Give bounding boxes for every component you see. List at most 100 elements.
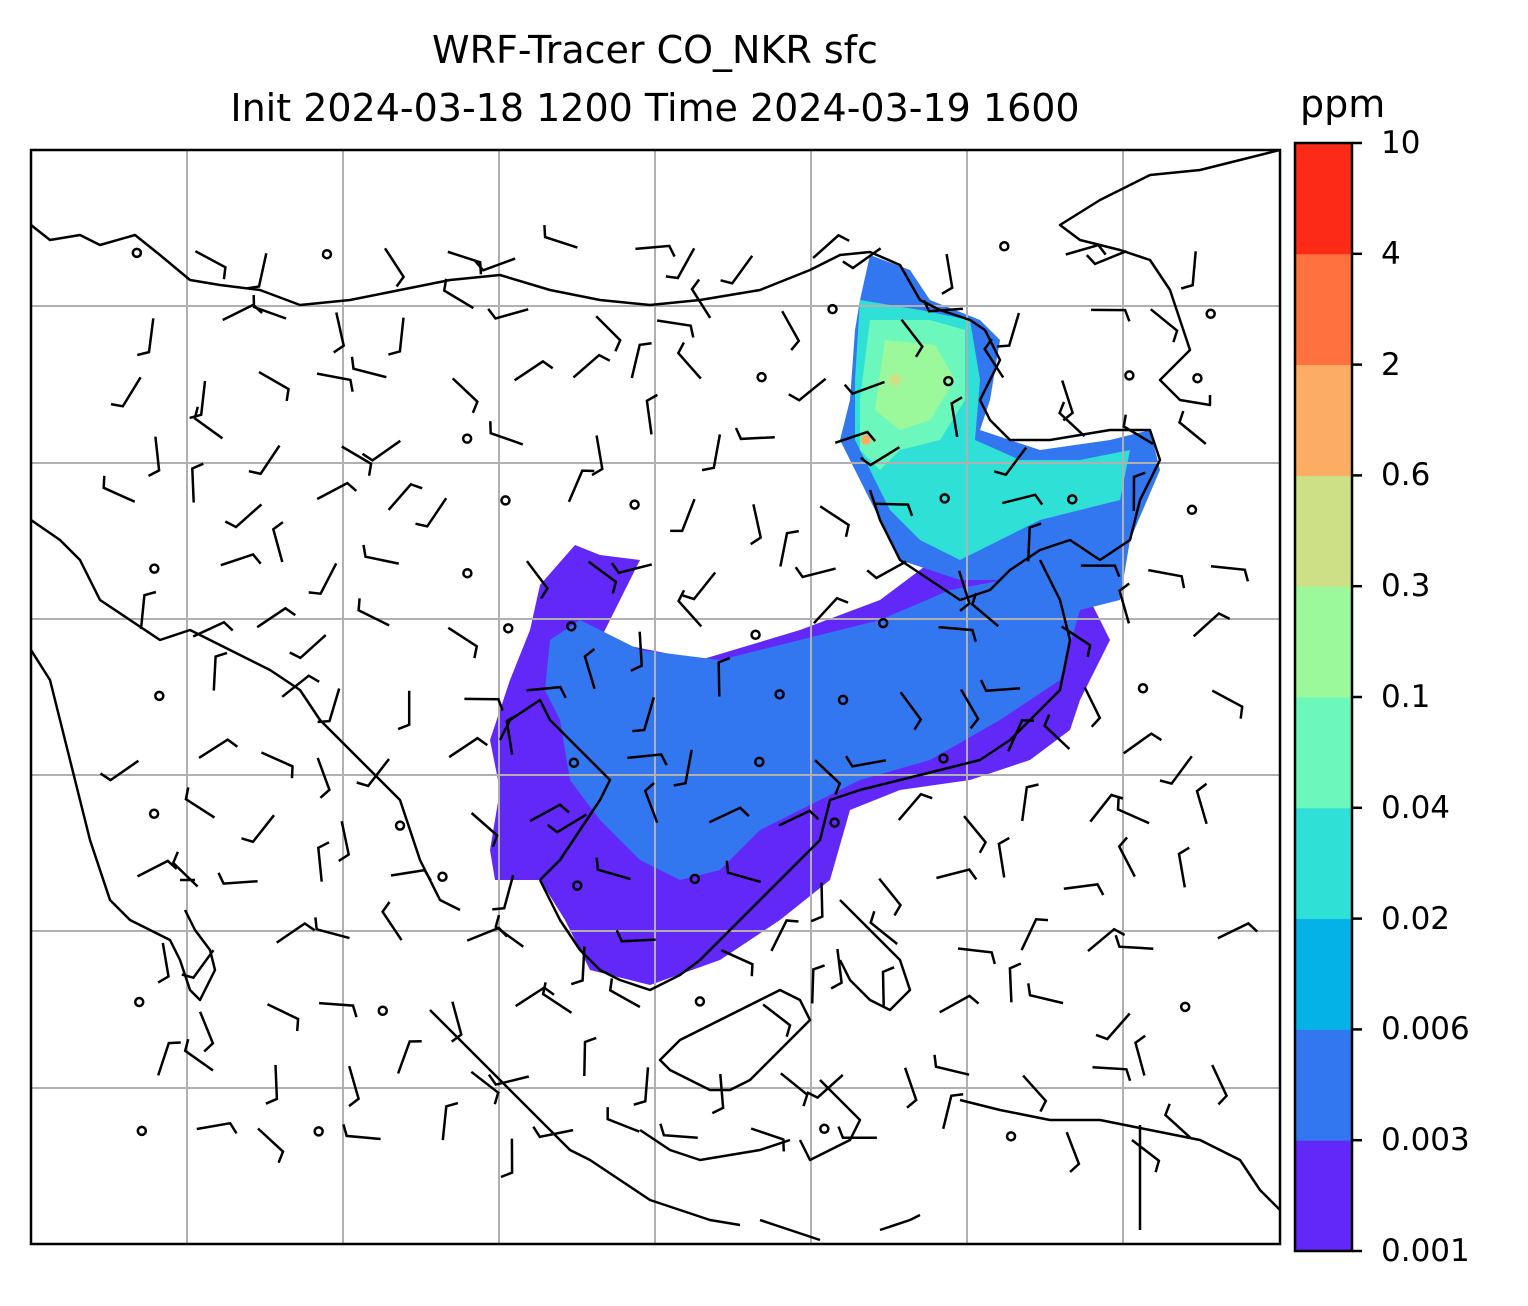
wind-barb <box>513 359 554 382</box>
wind-barb <box>1063 883 1105 896</box>
wind-barb <box>1058 401 1086 438</box>
wind-barb <box>708 806 750 824</box>
wind-barb <box>794 566 836 579</box>
wind-barb <box>1131 1139 1161 1173</box>
wind-barb <box>342 1124 381 1141</box>
wind-barb <box>1177 846 1190 888</box>
wind-barb <box>583 648 596 690</box>
calm-wind-marker <box>1124 370 1135 381</box>
wind-barb <box>1148 568 1186 589</box>
wind-barb <box>677 589 703 628</box>
wind-barb <box>997 312 1021 348</box>
wind-barb <box>184 787 216 819</box>
wind-barb <box>464 697 504 711</box>
calm-wind-marker <box>754 756 765 768</box>
calm-wind-marker <box>774 689 785 700</box>
wind-barb <box>1089 793 1124 823</box>
wind-barb <box>500 1138 514 1179</box>
wind-barb <box>102 475 136 503</box>
wind-barb <box>316 372 354 392</box>
wind-barb <box>193 406 224 440</box>
wind-barb <box>959 688 980 730</box>
wind-barb <box>1122 414 1154 445</box>
wind-barb <box>781 310 801 351</box>
wind-barb <box>1061 380 1075 422</box>
wind-barb <box>1180 251 1197 290</box>
wind-barb <box>316 841 330 882</box>
wind-barb <box>181 949 215 980</box>
calm-wind-marker <box>1066 494 1078 505</box>
tracer-plume-north-peak <box>875 340 955 430</box>
wind-barb <box>1132 471 1146 511</box>
wind-barb <box>289 634 327 660</box>
calm-wind-marker <box>148 808 160 819</box>
wind-barb <box>387 482 423 511</box>
calm-wind-marker <box>694 996 706 1007</box>
wind-barb <box>1083 686 1102 728</box>
wind-barb <box>941 253 954 295</box>
wind-barb <box>788 377 827 402</box>
wind-barb <box>356 758 390 788</box>
wind-barb <box>136 859 178 878</box>
wind-barb <box>1134 1034 1146 1076</box>
wind-barb <box>1026 522 1042 562</box>
wind-barb <box>196 1121 238 1135</box>
wind-barb <box>1122 732 1163 755</box>
wind-barb <box>659 1123 698 1139</box>
calm-wind-marker <box>938 753 949 764</box>
wind-barb <box>860 446 901 467</box>
wind-barb <box>266 1003 300 1032</box>
wind-barb <box>257 1127 285 1164</box>
wind-barb <box>633 1067 650 1106</box>
calm-wind-marker <box>1005 1131 1017 1142</box>
wind-barb <box>812 233 850 259</box>
wind-barb <box>606 1107 640 1133</box>
tracer-plume-core <box>545 575 1080 880</box>
wind-barb <box>615 929 656 943</box>
tracer-hotspot-2 <box>861 435 871 445</box>
wind-barb <box>1061 625 1092 658</box>
wind-barb <box>271 521 284 563</box>
wind-barb <box>489 421 524 446</box>
wind-barb <box>171 851 199 888</box>
wind-barb <box>1163 1103 1192 1139</box>
wind-barb <box>830 948 843 990</box>
wind-barb <box>157 942 170 984</box>
calm-wind-marker <box>154 690 165 702</box>
wind-barb <box>350 356 387 379</box>
wind-barb <box>610 562 653 575</box>
wind-barb <box>361 439 402 462</box>
wind-barb <box>470 1070 500 1105</box>
colorbar-tick-label: 2 <box>1381 346 1401 383</box>
wind-barb <box>717 656 731 697</box>
wind-barb <box>543 225 578 249</box>
wind-barb <box>258 371 290 402</box>
wind-barb <box>591 435 604 477</box>
colorbar-tick-label: 0.02 <box>1381 900 1451 937</box>
calm-wind-marker <box>377 1005 389 1016</box>
wind-barb <box>780 1072 809 1107</box>
calm-wind-marker <box>827 303 838 315</box>
colorbar-frame <box>1293 141 1354 1253</box>
wind-barb <box>720 949 754 977</box>
colorbar-tick-label: 0.6 <box>1381 457 1431 494</box>
wind-barb <box>1149 308 1179 343</box>
colorbar-segment <box>1295 807 1352 920</box>
wind-barb <box>256 606 297 629</box>
wind-barb <box>338 820 351 863</box>
wind-barb <box>1117 836 1136 878</box>
wind-barb <box>762 1003 792 1038</box>
wind-barb <box>447 250 483 275</box>
wind-barb <box>442 278 475 310</box>
colorbar-tick-label: 10 <box>1381 125 1421 161</box>
wind-barb <box>812 596 849 625</box>
wind-barb <box>873 502 914 517</box>
wind-barb <box>806 1073 844 1100</box>
wind-barb <box>957 947 997 965</box>
colorbar-tick-label: 0.001 <box>1381 1233 1470 1269</box>
wind-barb <box>1092 1066 1132 1082</box>
wind-barb <box>189 380 207 420</box>
wind-barb <box>341 445 373 476</box>
wind-barb <box>1043 714 1071 750</box>
calm-wind-marker <box>1186 504 1198 516</box>
